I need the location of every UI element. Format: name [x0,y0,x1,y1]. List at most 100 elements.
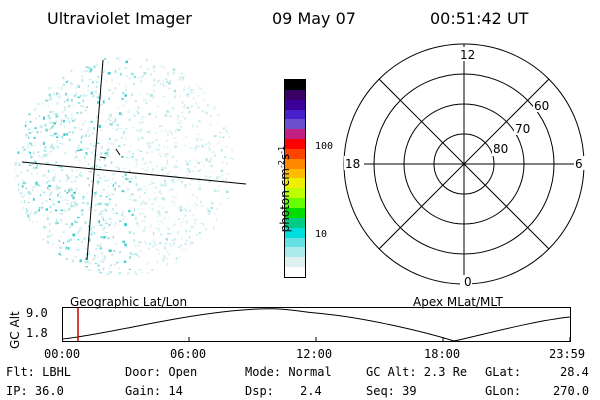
speckle-pixel [54,173,56,176]
speckle-pixel [127,272,130,276]
speckle-pixel [55,114,59,118]
speckle-pixel [200,222,203,224]
speckle-pixel [149,147,151,149]
speckle-pixel [156,210,158,213]
speckle-pixel [164,179,166,183]
speckle-pixel [50,205,52,209]
speckle-pixel [123,144,126,147]
speckle-pixel [82,94,85,97]
colorbar-band [285,109,305,120]
speckle-pixel [141,201,143,205]
image-speckle [14,56,234,276]
speckle-pixel [108,117,111,119]
speckle-pixel [97,202,100,206]
speckle-pixel [99,224,103,226]
speckle-pixel [190,104,193,108]
speckle-pixel [94,209,97,212]
speckle-pixel [219,132,222,134]
speckle-pixel [107,249,111,252]
speckle-pixel [60,87,63,90]
speckle-pixel [105,79,108,82]
speckle-pixel [99,166,101,169]
speckle-pixel [131,93,133,97]
speckle-pixel [186,168,190,170]
speckle-pixel [14,164,17,166]
speckle-pixel [61,254,63,257]
speckle-pixel [196,146,199,148]
speckle-pixel [79,148,83,151]
speckle-pixel [169,171,171,173]
speckle-pixel [122,240,126,243]
speckle-pixel [162,258,165,260]
speckle-pixel [197,106,200,110]
speckle-pixel [53,91,55,94]
mlt-label-0: 0 [464,275,472,289]
speckle-pixel [25,210,29,213]
speckle-pixel [84,221,88,224]
speckle-pixel [112,207,114,211]
speckle-pixel [61,135,64,139]
speckle-pixel [107,146,109,149]
speckle-pixel [129,256,131,259]
speckle-pixel [135,183,138,186]
speckle-pixel [72,194,75,196]
speckle-pixel [136,225,140,227]
speckle-pixel [169,114,172,118]
speckle-pixel [127,110,130,114]
speckle-pixel [84,248,88,250]
speckle-pixel [124,67,128,70]
speckle-pixel [137,111,140,115]
colorbar-band [285,188,305,199]
speckle-pixel [112,178,114,180]
speckle-pixel [58,186,61,190]
speckle-pixel [139,195,142,198]
speckle-pixel [172,241,176,244]
speckle-pixel [49,192,53,195]
speckle-pixel [157,148,160,151]
speckle-pixel [82,198,84,200]
speckle-pixel [185,171,187,173]
speckle-pixel [112,120,116,124]
speckle-pixel [69,84,72,86]
speckle-pixel [187,161,189,164]
speckle-pixel [206,208,209,212]
speckle-pixel [174,145,177,148]
speckle-pixel [170,245,173,248]
speckle-pixel [102,218,105,221]
speckle-pixel [138,196,141,198]
speckle-pixel [184,104,186,107]
speckle-pixel [55,95,58,97]
speckle-pixel [153,182,155,184]
speckle-pixel [95,164,98,168]
speckle-pixel [64,106,66,109]
speckle-pixel [188,160,192,162]
observation-date: 09 May 07 [272,9,356,28]
speckle-pixel [96,81,98,83]
speckle-pixel [182,221,185,223]
speckle-pixel [73,200,76,204]
speckle-pixel [101,167,103,169]
speckle-pixel [80,111,82,114]
speckle-pixel [164,242,168,245]
speckle-pixel [88,171,92,173]
speckle-pixel [57,200,60,203]
speckle-pixel [171,155,175,158]
speckle-pixel [59,180,61,183]
speckle-pixel [211,151,214,153]
speckle-pixel [52,169,56,171]
speckle-pixel [21,201,23,203]
speckle-pixel [45,182,48,184]
speckle-pixel [180,221,183,224]
speckle-pixel [119,127,122,130]
speckle-pixel [111,183,113,185]
speckle-pixel [170,132,173,135]
speckle-pixel [152,232,155,235]
speckle-pixel [103,158,105,161]
speckle-pixel [61,142,64,146]
speckle-pixel [189,241,192,245]
speckle-pixel [27,214,30,218]
speckle-pixel [206,104,210,107]
speckle-pixel [48,194,52,197]
speckle-pixel [199,206,201,208]
speckle-pixel [73,94,77,97]
